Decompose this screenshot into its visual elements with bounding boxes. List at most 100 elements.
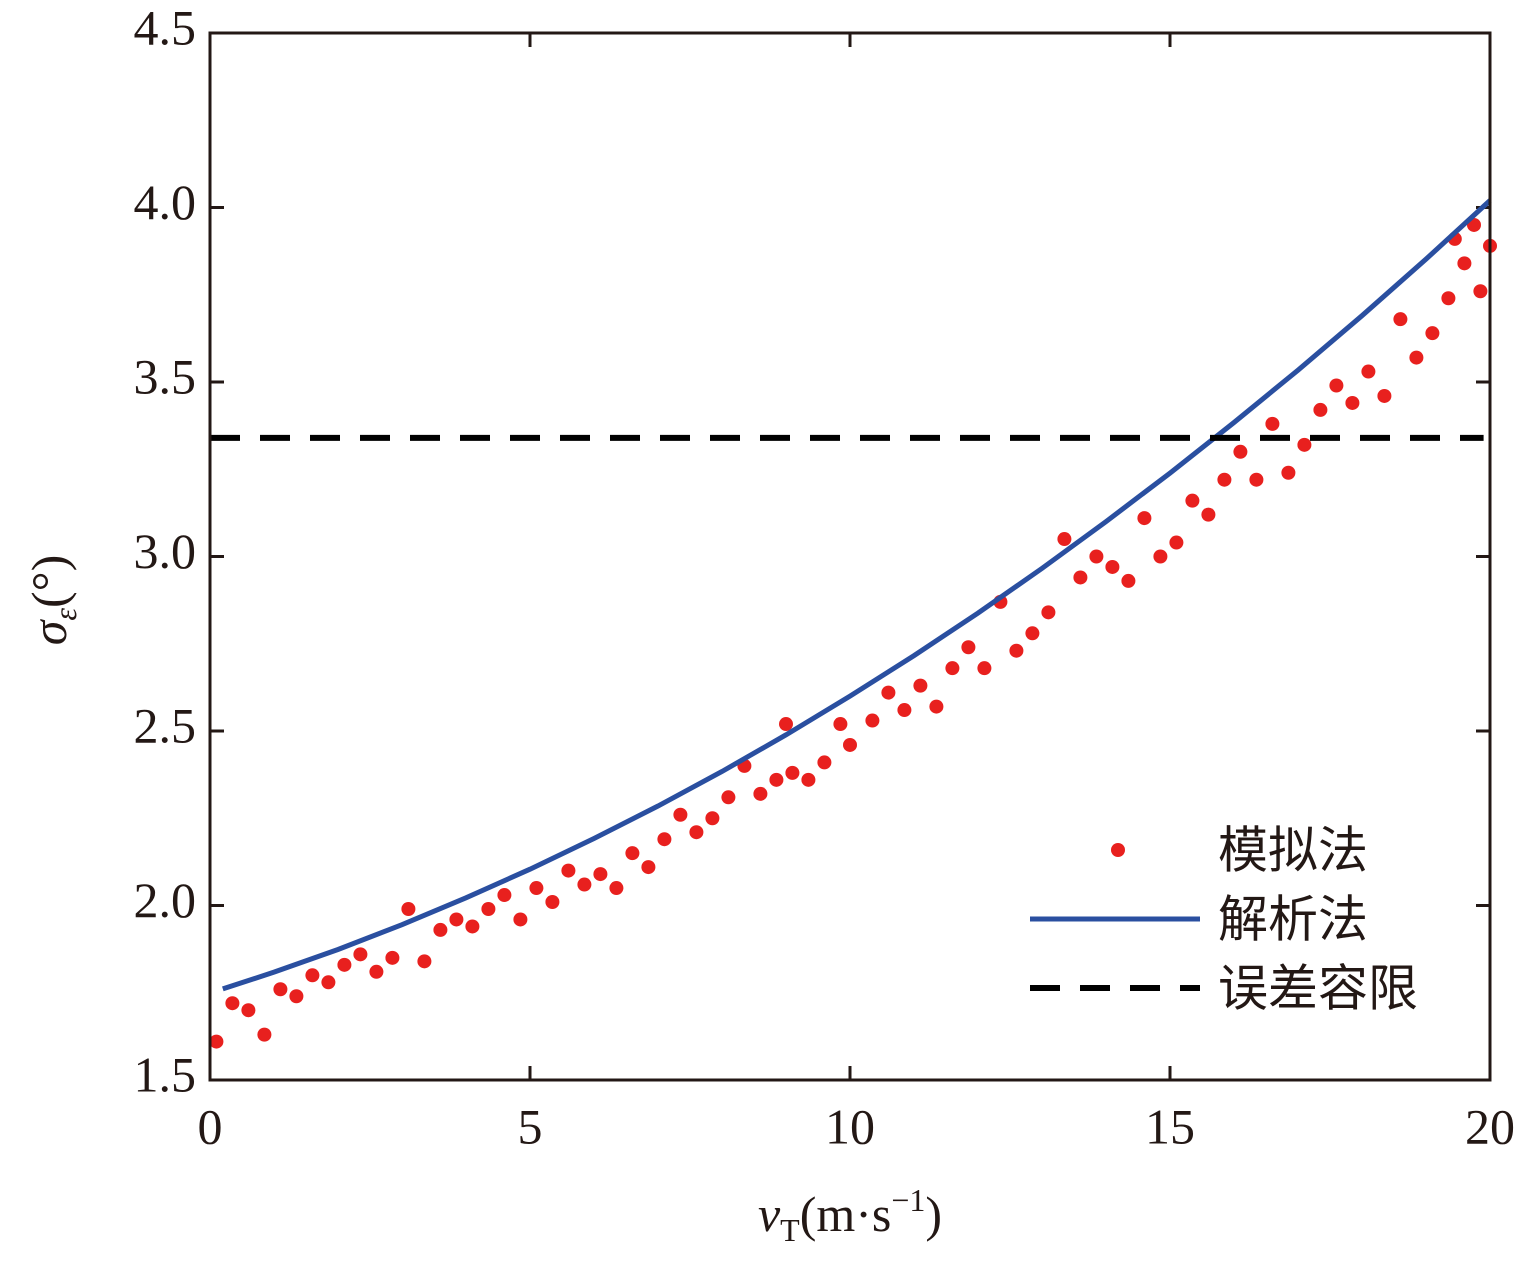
point	[689, 825, 704, 840]
point	[1457, 256, 1472, 271]
y-tick-label: 3.0	[134, 523, 197, 579]
point	[705, 811, 720, 826]
point	[369, 964, 384, 979]
point	[779, 717, 793, 732]
point	[817, 755, 832, 770]
point	[353, 947, 368, 962]
point	[545, 895, 560, 910]
point	[209, 1034, 224, 1049]
point	[1265, 416, 1280, 431]
y-axis-label: σε(°)	[21, 555, 83, 646]
x-tick-label: 15	[1145, 1098, 1195, 1154]
x-tick-label: 20	[1465, 1098, 1515, 1154]
point	[897, 703, 912, 718]
x-axis-label: vT(m·s−1)	[758, 1182, 942, 1248]
point	[673, 807, 688, 822]
point	[1281, 465, 1296, 480]
point	[641, 860, 656, 875]
y-tick-label: 1.5	[134, 1046, 197, 1102]
point	[1329, 378, 1344, 393]
point	[465, 919, 480, 934]
point	[321, 975, 336, 990]
point	[913, 678, 928, 693]
point	[1233, 444, 1248, 459]
point	[977, 661, 992, 676]
y-tick-label: 3.5	[134, 348, 197, 404]
point	[1425, 326, 1440, 341]
point	[1073, 570, 1088, 585]
x-tick-label: 5	[518, 1098, 543, 1154]
point	[1217, 472, 1232, 487]
point	[273, 982, 288, 997]
point	[449, 912, 464, 927]
point	[1009, 643, 1024, 658]
point	[945, 661, 960, 676]
point	[257, 1027, 272, 1042]
point	[785, 765, 800, 780]
point	[881, 685, 896, 700]
point	[721, 790, 736, 805]
point	[401, 901, 416, 916]
point	[433, 922, 448, 937]
point	[1377, 388, 1392, 403]
point	[337, 957, 352, 972]
point	[1393, 312, 1408, 327]
point	[305, 968, 320, 983]
point	[1201, 507, 1216, 522]
point	[1313, 402, 1328, 417]
point	[289, 989, 304, 1004]
legend-label: 模拟法	[1218, 822, 1368, 880]
point	[593, 867, 608, 882]
point	[1409, 350, 1424, 365]
point	[1137, 511, 1152, 526]
y-tick-label: 2.0	[134, 872, 197, 928]
point	[417, 954, 432, 969]
legend-marker	[1111, 843, 1125, 857]
point	[865, 713, 880, 728]
point	[961, 640, 976, 655]
point	[801, 772, 816, 787]
point	[769, 772, 784, 787]
line	[222, 198, 1492, 992]
point	[609, 881, 624, 896]
point	[1153, 549, 1168, 564]
point	[1185, 493, 1200, 508]
point	[1025, 626, 1040, 641]
y-tick-label: 4.0	[134, 174, 197, 230]
point	[561, 863, 576, 878]
point	[513, 912, 528, 927]
point	[225, 996, 240, 1011]
point	[1249, 472, 1264, 487]
point	[1297, 437, 1312, 452]
point	[1169, 535, 1184, 550]
point	[1345, 395, 1360, 410]
point	[1089, 549, 1104, 564]
point	[1041, 605, 1056, 620]
point	[385, 950, 400, 965]
point	[1441, 291, 1456, 306]
x-tick-label: 0	[198, 1098, 223, 1154]
plot-frame	[208, 31, 1492, 1082]
point	[929, 699, 944, 714]
y-tick-label: 2.5	[134, 697, 197, 753]
point	[833, 717, 848, 732]
point	[1361, 364, 1376, 379]
point	[577, 877, 592, 892]
point	[497, 888, 512, 903]
point	[843, 737, 857, 752]
point	[529, 881, 544, 896]
y-tick-label: 4.5	[134, 0, 197, 55]
x-tick-label: 10	[825, 1098, 875, 1154]
legend-label: 解析法	[1218, 891, 1368, 949]
point	[481, 901, 496, 916]
point	[1057, 532, 1072, 547]
legend-label: 误差容限	[1218, 960, 1418, 1018]
point	[625, 846, 640, 861]
point	[241, 1003, 256, 1018]
point	[1121, 573, 1136, 588]
point	[1473, 284, 1488, 299]
point	[753, 786, 768, 801]
point	[1105, 559, 1120, 574]
point	[657, 832, 672, 847]
